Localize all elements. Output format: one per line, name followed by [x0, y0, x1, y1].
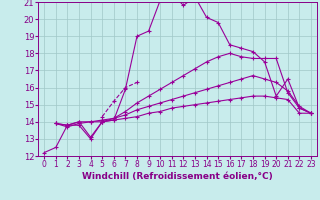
X-axis label: Windchill (Refroidissement éolien,°C): Windchill (Refroidissement éolien,°C)	[82, 172, 273, 181]
